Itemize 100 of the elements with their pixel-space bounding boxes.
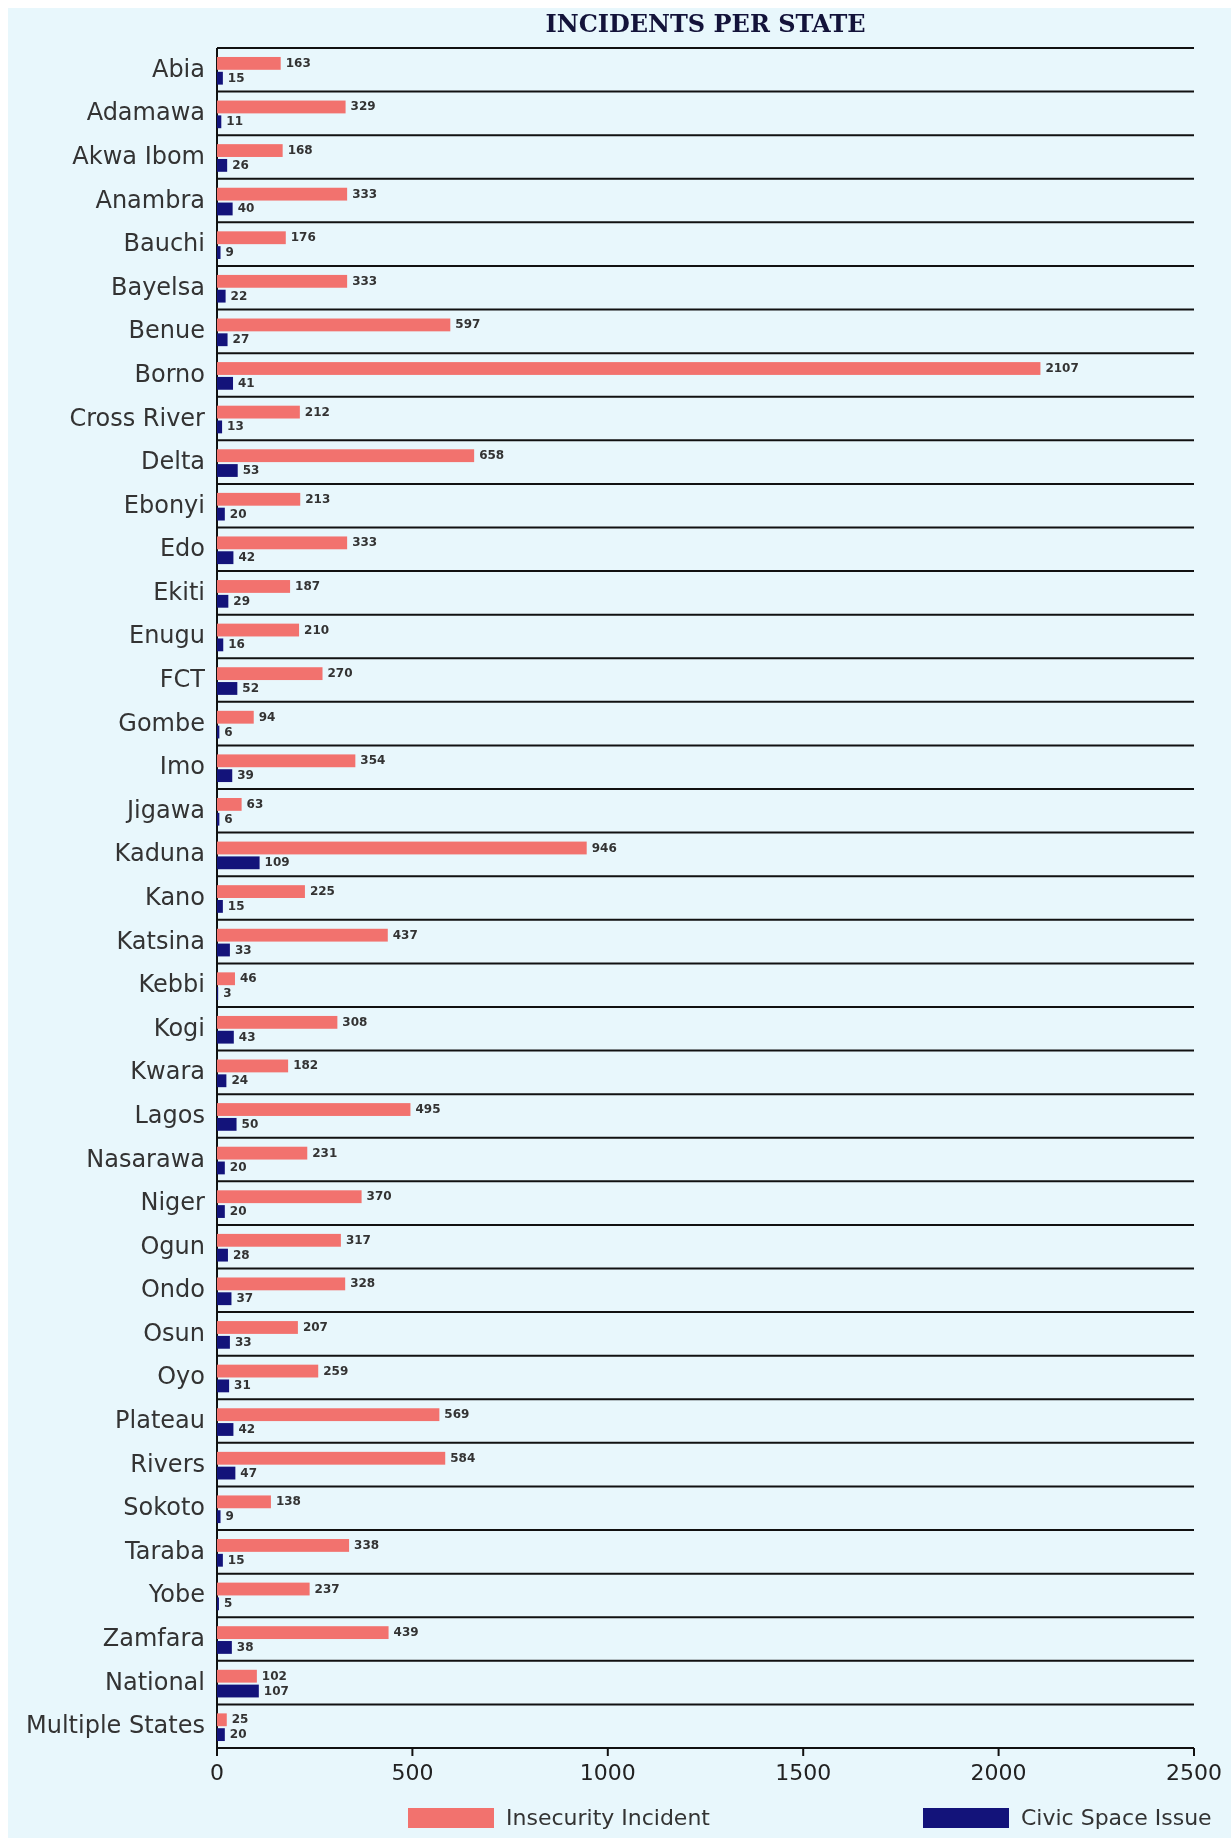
y-tick-label: FCT [159, 665, 206, 694]
bar [217, 1379, 230, 1393]
bar [217, 667, 323, 681]
bar [217, 900, 223, 913]
data-label: 210 [304, 622, 330, 637]
x-tick-label: 1500 [775, 1760, 832, 1785]
bar [217, 376, 234, 390]
y-tick-label: Anambra [95, 185, 205, 214]
bar [217, 1292, 232, 1306]
y-tick-label: Kaduna [114, 839, 205, 868]
bar [217, 1466, 236, 1480]
bar [217, 1205, 225, 1218]
data-label: 9 [225, 1509, 234, 1524]
data-label: 187 [295, 578, 321, 593]
data-label: 47 [240, 1465, 258, 1480]
bar [217, 710, 254, 724]
bar [217, 1408, 440, 1422]
data-label: 439 [393, 1625, 419, 1640]
bar [217, 754, 356, 768]
chart-title: INCIDENTS PER STATE [545, 9, 866, 38]
data-label: 370 [366, 1189, 392, 1204]
bar [217, 333, 228, 347]
data-label: 569 [444, 1407, 470, 1422]
bar [217, 1582, 310, 1596]
data-label: 42 [238, 550, 256, 565]
bar [217, 246, 221, 259]
data-label: 20 [229, 1727, 247, 1742]
y-tick-label: Taraba [124, 1536, 205, 1565]
y-tick-label: Nasarawa [86, 1144, 205, 1173]
bar [217, 507, 225, 521]
bar [217, 158, 228, 172]
y-tick-label: Ebonyi [123, 490, 205, 519]
data-label: 27 [232, 332, 250, 347]
data-label: 237 [314, 1581, 340, 1596]
data-label: 22 [230, 288, 248, 303]
bar [217, 1117, 237, 1131]
bar [217, 318, 451, 332]
bar [217, 1335, 230, 1349]
bar [217, 1423, 234, 1436]
x-tick-label: 2000 [970, 1760, 1027, 1785]
y-tick-label: Bayelsa [110, 272, 205, 301]
y-tick-label: Adamawa [86, 98, 205, 127]
bar [217, 464, 238, 477]
data-label: 94 [258, 709, 276, 724]
data-label: 658 [479, 448, 505, 463]
data-label: 270 [327, 666, 353, 681]
data-label: 495 [415, 1102, 441, 1117]
bar [217, 1495, 271, 1509]
data-label: 308 [342, 1014, 368, 1029]
bar [217, 1161, 225, 1175]
bar [217, 420, 223, 434]
y-tick-label: National [104, 1667, 205, 1696]
data-label: 328 [350, 1276, 376, 1291]
data-label: 39 [237, 768, 254, 783]
data-label: 317 [345, 1232, 371, 1247]
bar [217, 1539, 350, 1552]
data-label: 38 [236, 1639, 254, 1654]
bar [217, 1277, 346, 1291]
y-tick-label: Cross River [69, 403, 206, 432]
y-tick-label: Rivers [130, 1449, 205, 1478]
data-label: 43 [238, 1029, 256, 1044]
data-label: 6 [224, 811, 233, 826]
data-label: 176 [290, 230, 316, 245]
y-tick-label: Zamfara [102, 1624, 205, 1653]
y-tick-label: Ekiti [153, 577, 205, 606]
bar [217, 289, 226, 303]
bar [217, 536, 348, 550]
data-label: 333 [352, 273, 378, 288]
bar [217, 885, 305, 898]
bar [217, 841, 587, 855]
data-label: 16 [228, 637, 245, 652]
data-label: 25 [231, 1712, 249, 1727]
bar [217, 682, 238, 695]
y-tick-label: Imo [159, 752, 205, 781]
data-label: 33 [234, 1334, 252, 1349]
bar [217, 274, 348, 288]
bar [217, 972, 235, 986]
data-label: 102 [261, 1668, 287, 1683]
data-label: 354 [360, 753, 386, 768]
bar [217, 405, 300, 419]
y-tick-label: Edo [159, 534, 205, 563]
bar [217, 928, 388, 942]
y-tick-label: Oyo [157, 1362, 205, 1391]
data-label: 329 [350, 99, 376, 114]
y-tick-label: Delta [140, 447, 205, 476]
bar [217, 1059, 289, 1073]
data-label: 213 [305, 491, 331, 506]
data-label: 40 [237, 201, 255, 216]
bar [217, 856, 260, 870]
bar [217, 1233, 341, 1247]
data-label: 138 [275, 1494, 301, 1509]
data-label: 50 [241, 1116, 259, 1131]
bar [217, 115, 222, 129]
data-label: 212 [304, 404, 330, 419]
y-tick-label: Jigawa [124, 795, 205, 824]
data-label: 5 [223, 1596, 233, 1611]
y-tick-label: Lagos [134, 1100, 205, 1129]
y-tick-label: Kogi [153, 1013, 205, 1042]
bar [217, 1669, 257, 1683]
bar [217, 1364, 319, 1378]
